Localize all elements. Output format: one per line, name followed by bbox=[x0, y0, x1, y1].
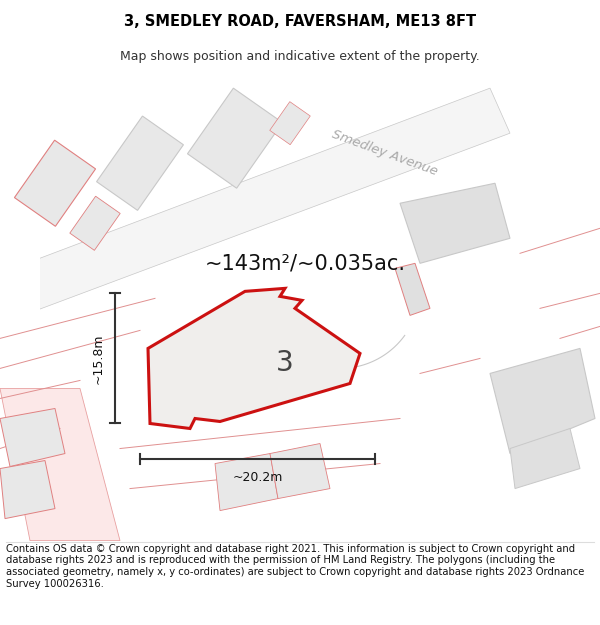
Polygon shape bbox=[148, 288, 360, 429]
Polygon shape bbox=[187, 88, 283, 188]
Text: ~143m²/~0.035ac.: ~143m²/~0.035ac. bbox=[205, 253, 406, 273]
Text: ~15.8m: ~15.8m bbox=[92, 333, 105, 384]
Text: 3: 3 bbox=[276, 349, 294, 378]
Polygon shape bbox=[490, 348, 595, 454]
Text: ~20.2m: ~20.2m bbox=[232, 471, 283, 484]
Text: 3, SMEDLEY ROAD, FAVERSHAM, ME13 8FT: 3, SMEDLEY ROAD, FAVERSHAM, ME13 8FT bbox=[124, 14, 476, 29]
Polygon shape bbox=[270, 444, 330, 499]
Polygon shape bbox=[70, 196, 120, 251]
Polygon shape bbox=[97, 116, 184, 211]
Polygon shape bbox=[395, 263, 430, 316]
Polygon shape bbox=[400, 183, 510, 263]
Polygon shape bbox=[0, 88, 510, 318]
Polygon shape bbox=[215, 454, 278, 511]
Text: Map shows position and indicative extent of the property.: Map shows position and indicative extent… bbox=[120, 50, 480, 62]
Polygon shape bbox=[0, 409, 65, 466]
Text: Contains OS data © Crown copyright and database right 2021. This information is : Contains OS data © Crown copyright and d… bbox=[6, 544, 584, 589]
Polygon shape bbox=[0, 461, 55, 519]
Text: Smedley Avenue: Smedley Avenue bbox=[331, 128, 440, 178]
Polygon shape bbox=[14, 140, 95, 226]
Polygon shape bbox=[0, 138, 40, 541]
Polygon shape bbox=[270, 102, 310, 145]
Polygon shape bbox=[0, 389, 120, 541]
Polygon shape bbox=[510, 429, 580, 489]
